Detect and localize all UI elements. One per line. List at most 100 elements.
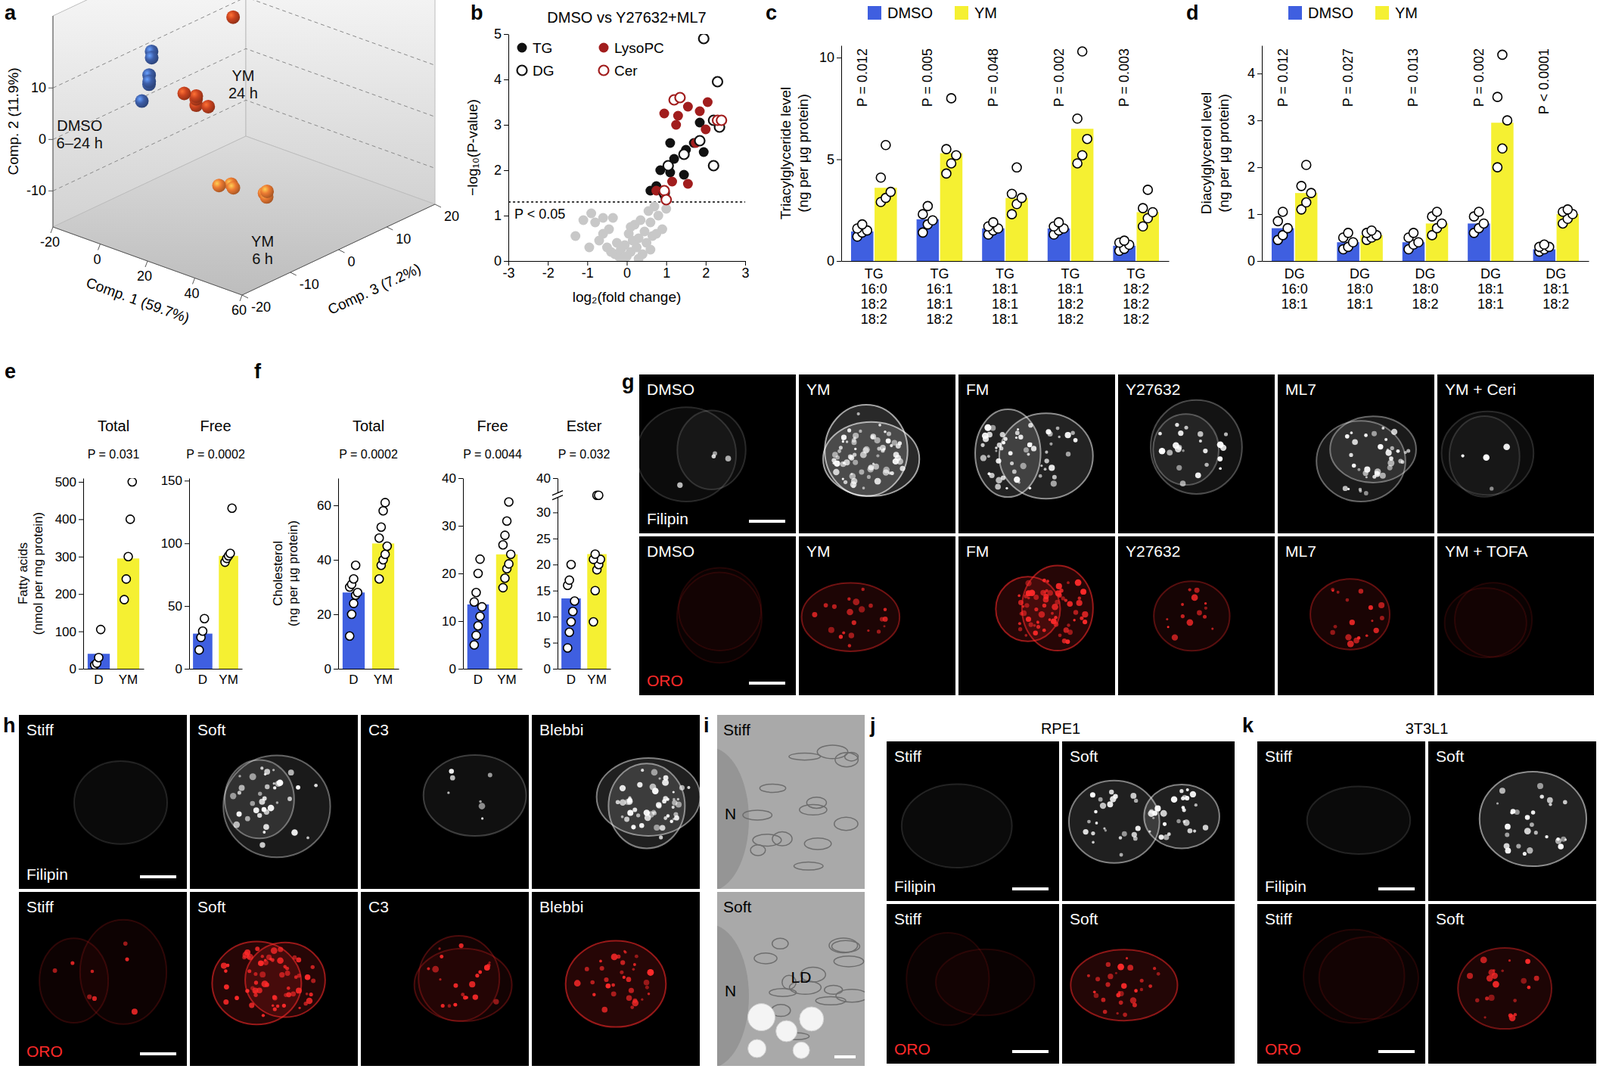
- data-point: [212, 178, 227, 193]
- droplet: [1180, 614, 1185, 619]
- droplet: [1112, 794, 1118, 799]
- data-point: [121, 574, 131, 584]
- droplet: [1537, 782, 1544, 790]
- droplet: [86, 994, 92, 1000]
- droplet: [1117, 963, 1125, 971]
- micrograph: [636, 374, 796, 534]
- droplet: [239, 785, 246, 792]
- tick-label: 40: [316, 553, 332, 568]
- data-point: [712, 77, 723, 87]
- data-point: [941, 144, 951, 154]
- series-label-line: DMSO: [56, 117, 103, 134]
- droplet: [220, 963, 227, 970]
- data-point: [473, 621, 482, 631]
- micrograph: [18, 891, 187, 1066]
- tick: DG18:118:2: [1542, 266, 1569, 312]
- droplet: [1387, 465, 1393, 471]
- droplet: [260, 766, 264, 770]
- droplet: [1548, 802, 1552, 806]
- droplet: [1102, 1009, 1108, 1015]
- tick: -1: [581, 260, 594, 281]
- droplet: [1182, 820, 1186, 824]
- legend-swatch: [954, 6, 969, 20]
- droplet: [1005, 487, 1008, 490]
- electron-micrograph: [670, 891, 868, 1069]
- droplet: [811, 612, 818, 618]
- axis-title-line: Diacylglycerol level: [1198, 92, 1215, 215]
- droplet: [1076, 599, 1083, 606]
- droplet: [1329, 630, 1335, 635]
- droplet: [883, 430, 887, 434]
- reference-line: [508, 201, 746, 202]
- data-point: [1078, 46, 1088, 56]
- tick-label: TG16:018:218:2: [860, 266, 888, 327]
- droplet: [1044, 458, 1050, 463]
- droplet: [1058, 633, 1063, 637]
- tick: 5: [826, 152, 842, 168]
- tick-label-line: 18:2: [1542, 296, 1569, 312]
- data-point: [506, 549, 516, 559]
- droplet: [481, 817, 484, 820]
- tick: TG18:118:218:2: [1057, 266, 1085, 327]
- droplet: [599, 960, 603, 964]
- cell: [1068, 780, 1160, 864]
- data-point: [500, 531, 510, 540]
- tick: 40: [316, 553, 339, 568]
- droplet: [1045, 428, 1051, 435]
- axis-title-line: (ng per µg protein): [1215, 93, 1232, 213]
- data-point: [664, 138, 675, 149]
- data-point: [124, 552, 133, 561]
- tick-label-line: DG: [1415, 266, 1436, 282]
- chart-title: Free: [199, 417, 231, 435]
- droplet: [838, 445, 843, 450]
- micrograph: [18, 714, 187, 889]
- tick-mark: [1257, 214, 1262, 215]
- droplet: [259, 841, 265, 848]
- tile-label: ORO: [894, 1040, 931, 1058]
- cell: [423, 754, 527, 836]
- droplet: [1106, 801, 1113, 808]
- droplet: [981, 443, 985, 448]
- bar: [1491, 122, 1514, 261]
- legend: TGLysoPCDGCer: [517, 40, 665, 79]
- tick-mark: [836, 159, 842, 161]
- droplet: [1118, 991, 1125, 997]
- tick: 5: [493, 26, 509, 42]
- micrograph-content: [1316, 416, 1417, 502]
- droplet: [273, 1006, 277, 1011]
- tick-mark: [78, 593, 84, 595]
- tick: 500: [55, 475, 84, 490]
- tile-label: Filipin: [894, 877, 936, 895]
- tick-label: DG16:018:1: [1281, 266, 1308, 312]
- tile-label: Stiff: [26, 720, 54, 739]
- droplet: [995, 476, 1003, 484]
- micrograph: [639, 536, 796, 696]
- micrograph-content: [801, 582, 901, 651]
- droplet: [1176, 819, 1181, 824]
- droplet: [1486, 975, 1493, 982]
- tick-label-line: 18:2: [925, 311, 953, 327]
- droplet: [1018, 434, 1023, 440]
- tick: YM: [373, 672, 394, 687]
- droplet: [1043, 467, 1047, 471]
- data-point: [1296, 181, 1306, 191]
- tick-label: 10: [31, 80, 47, 96]
- tile-label: ORO: [1264, 1040, 1302, 1058]
- droplet: [1466, 972, 1473, 979]
- droplet: [849, 472, 856, 479]
- data-point: [570, 596, 579, 606]
- droplet: [627, 809, 634, 816]
- droplet: [1374, 468, 1382, 476]
- tick: 40: [441, 471, 463, 486]
- micrograph: [360, 891, 529, 1066]
- droplet: [1555, 838, 1562, 845]
- droplet: [647, 992, 651, 996]
- data-point: [1138, 221, 1148, 231]
- tile-label: Filipin: [26, 865, 69, 883]
- data-point: [1432, 207, 1442, 217]
- droplet: [1496, 801, 1499, 805]
- droplet: [276, 779, 284, 787]
- axis: DYM: [558, 669, 612, 688]
- droplet: [1133, 988, 1138, 993]
- droplet: [1064, 598, 1068, 602]
